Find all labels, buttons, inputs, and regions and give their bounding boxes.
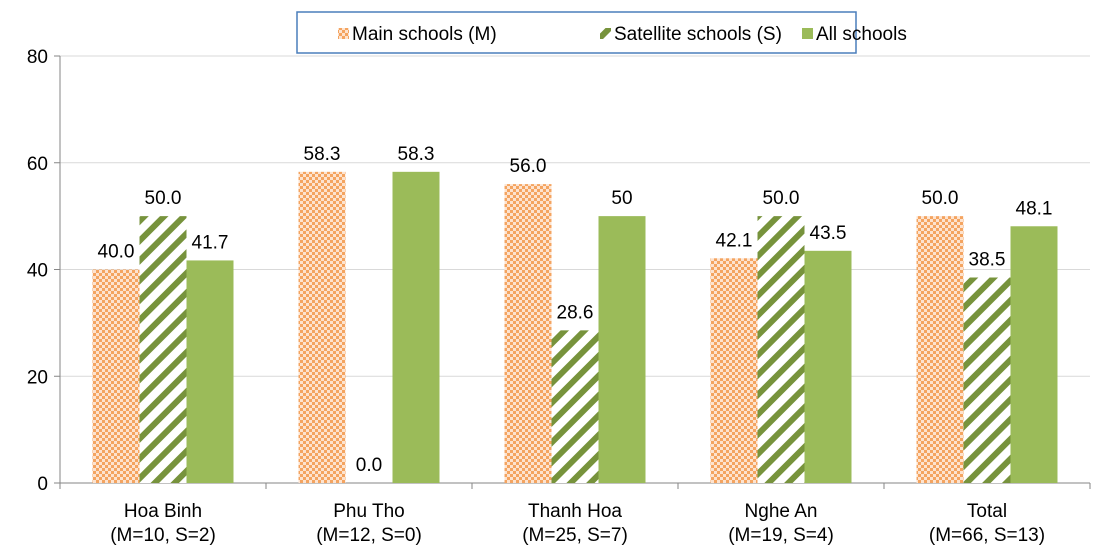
x-category-label: (M=10, S=2) (110, 525, 216, 546)
data-label: 0.0 (356, 455, 382, 476)
data-label: 58.3 (398, 144, 435, 165)
bar (598, 216, 646, 483)
bar (757, 216, 805, 483)
data-label: 50.0 (145, 188, 182, 209)
bar (963, 277, 1011, 483)
data-label: 41.7 (192, 232, 229, 253)
y-tick-label: 60 (27, 154, 48, 175)
y-tick-label: 40 (27, 261, 48, 282)
bar (504, 184, 552, 483)
x-category-label: Nghe An (745, 501, 818, 522)
bar (551, 330, 599, 483)
data-label: 56.0 (510, 156, 547, 177)
y-tick-label: 0 (37, 474, 48, 495)
bar (298, 171, 346, 484)
data-label: 43.5 (810, 223, 847, 244)
legend-swatch (600, 28, 611, 39)
bars (92, 171, 1058, 484)
bar (186, 260, 234, 483)
legend-label: Main schools (M) (352, 24, 497, 45)
x-category-label: Total (967, 501, 1007, 522)
legend-swatch (338, 28, 349, 39)
x-category-label: (M=25, S=7) (522, 525, 628, 546)
legend-label: Satellite schools (S) (614, 24, 782, 45)
data-label: 42.1 (716, 230, 753, 251)
data-labels: 40.0 58.3 56.0 42.1 50.0 50.0 0.0 28.6 50.0 38.5 4… (98, 144, 1053, 476)
bar (804, 250, 852, 483)
data-label: 40.0 (98, 242, 135, 263)
x-category-label: (M=19, S=4) (728, 525, 834, 546)
data-label: 50.0 (922, 188, 959, 209)
bar (916, 216, 964, 483)
legend-box (296, 11, 857, 54)
legend-label: All schools (816, 24, 907, 45)
x-category-label: Phu Tho (333, 501, 404, 522)
data-label: 38.5 (969, 250, 1006, 271)
x-category-label: (M=12, S=0) (316, 525, 422, 546)
data-label: 28.6 (557, 302, 594, 323)
y-tick-label: 20 (27, 367, 48, 388)
bar (710, 258, 758, 483)
data-label: 50.0 (763, 188, 800, 209)
bar (392, 171, 440, 484)
x-category-label: (M=66, S=13) (929, 525, 1045, 546)
y-tick-label: 80 (27, 47, 48, 68)
bar (92, 269, 140, 483)
data-label: 48.1 (1016, 198, 1053, 219)
x-category-label: Thanh Hoa (528, 501, 622, 522)
legend-swatch (802, 28, 813, 39)
bar (1010, 226, 1058, 484)
data-label: 50 (611, 188, 632, 209)
legend: Main schools (M) Satellite schools (S) All… (296, 11, 907, 54)
data-label: 58.3 (304, 144, 341, 165)
bar (139, 216, 187, 483)
x-category-label: Hoa Binh (124, 501, 202, 522)
